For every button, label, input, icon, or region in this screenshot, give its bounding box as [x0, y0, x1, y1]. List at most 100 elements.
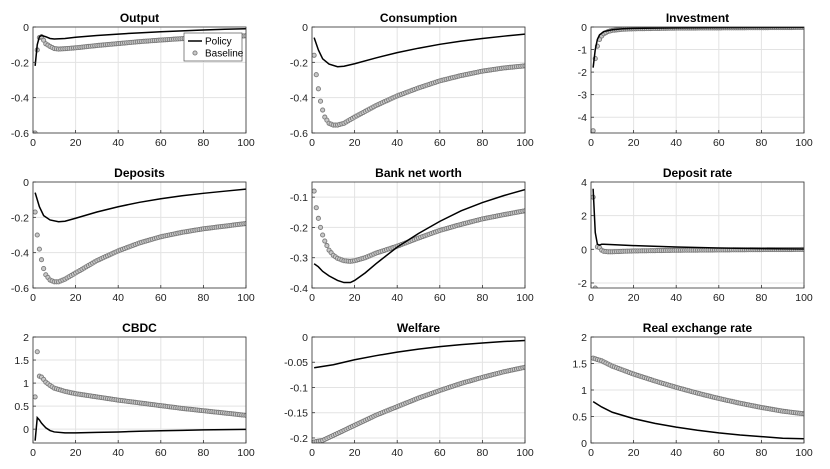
series-baseline [312, 188, 525, 264]
panel-title: Deposits [114, 166, 165, 180]
y-tick-label: 0 [23, 424, 29, 436]
x-tick-label: 40 [112, 137, 124, 149]
y-tick-label: -1 [578, 45, 587, 57]
panel-real-exchange-rate: 0 20 40 60 80 100 2 1.5 1 0.5 0 Real exchange rate [572, 321, 813, 459]
x-tick-label: 80 [198, 292, 210, 304]
y-tick-label: 0 [581, 22, 587, 34]
y-tick-label: 0 [302, 332, 308, 344]
panel-investment: 0 20 40 60 80 100 0 -1 -2 -3 -4 Investment [578, 11, 813, 149]
x-tick-label: 80 [756, 447, 768, 459]
y-tick-label: -0.4 [290, 283, 308, 295]
x-tick-label: 0 [309, 137, 315, 149]
x-tick-label: 0 [309, 447, 315, 459]
panel-title: Investment [666, 11, 729, 25]
x-tick-label: 0 [30, 137, 36, 149]
x-tick-label: 40 [391, 447, 403, 459]
baseline-point [315, 86, 321, 92]
x-tick-label: 100 [516, 447, 534, 459]
axes-frame [32, 181, 247, 289]
series-baseline [33, 209, 246, 285]
baseline-point [591, 128, 596, 133]
panel-output: 0 20 40 60 80 100 0 -0.2 -0.4 -0.6 Output PolicyBas… [11, 11, 255, 149]
x-tick-label: 80 [198, 137, 210, 149]
y-tick-label: -0.6 [11, 283, 29, 295]
y-tick-label: -0.2 [290, 57, 308, 69]
y-tick-label: -0.3 [290, 253, 308, 265]
x-tick-label: 0 [30, 447, 36, 459]
y-tick-label: -3 [578, 90, 587, 102]
baseline-point [34, 349, 40, 355]
y-tick-label: -0.2 [11, 57, 29, 69]
baseline-point [317, 98, 324, 104]
axes-frame [590, 26, 805, 134]
baseline-point [317, 224, 324, 230]
plot-area [591, 27, 804, 133]
y-tick-label: -2 [578, 278, 587, 290]
series-baseline [312, 364, 525, 443]
series-policy-line [592, 188, 804, 250]
y-tick-label: -0.1 [290, 382, 308, 394]
baseline-point [522, 63, 525, 69]
baseline-point [313, 205, 319, 211]
series-policy-line [314, 339, 525, 369]
x-tick-label: 20 [349, 292, 361, 304]
x-tick-label: 100 [516, 137, 534, 149]
y-tick-label: 0 [23, 177, 29, 189]
series-policy-line [313, 188, 525, 284]
baseline-point [324, 243, 330, 249]
y-tick-label: -0.4 [11, 248, 29, 260]
panel-title: Welfare [397, 321, 440, 335]
axes-frame [32, 26, 247, 134]
x-tick-label: 60 [155, 447, 167, 459]
x-tick-label: 40 [112, 447, 124, 459]
x-tick-label: 0 [588, 137, 594, 149]
x-tick-label: 0 [588, 292, 594, 304]
plot-area [591, 182, 804, 288]
panel-title: CBDC [122, 321, 157, 335]
x-tick-label: 0 [30, 292, 36, 304]
baseline-point [312, 52, 317, 58]
x-tick-label: 20 [349, 447, 361, 459]
y-tick-label: 0 [302, 22, 308, 34]
x-tick-label: 20 [628, 137, 640, 149]
x-tick-label: 40 [670, 137, 682, 149]
y-tick-label: 2 [581, 211, 587, 223]
baseline-point [33, 209, 38, 215]
legend-policy-label: Policy [205, 37, 232, 48]
panel-deposits: 0 20 40 60 80 100 0 -0.2 -0.4 -0.6 Deposits [11, 166, 255, 304]
x-tick-label: 60 [434, 137, 446, 149]
x-tick-label: 80 [477, 447, 489, 459]
y-tick-label: 0 [581, 244, 587, 256]
x-tick-label: 80 [477, 292, 489, 304]
y-tick-label: 0 [581, 438, 587, 450]
series-policy-line [592, 401, 804, 440]
axes-frame [590, 181, 805, 289]
x-tick-label: 0 [588, 447, 594, 459]
x-tick-label: 20 [349, 137, 361, 149]
x-tick-label: 100 [795, 292, 813, 304]
axes-frame [311, 181, 526, 289]
x-tick-label: 40 [391, 137, 403, 149]
x-tick-label: 100 [237, 447, 255, 459]
x-tick-label: 100 [237, 292, 255, 304]
y-tick-label: -0.6 [11, 128, 29, 140]
x-tick-label: 60 [713, 447, 725, 459]
y-tick-label: -0.4 [11, 93, 29, 105]
plot-area [33, 182, 246, 288]
x-tick-label: 20 [70, 292, 82, 304]
panel-cbdc: 0 20 40 60 80 100 2 1.5 1 0.5 0 CBDC [14, 321, 255, 459]
axes-frame [311, 26, 526, 134]
panel-title: Deposit rate [663, 166, 733, 180]
y-tick-label: 1.5 [572, 359, 587, 371]
legend-baseline-swatch [192, 50, 198, 56]
baseline-point [33, 394, 38, 400]
series-policy-line [313, 33, 525, 68]
y-tick-label: -0.1 [290, 192, 308, 204]
x-tick-label: 80 [756, 292, 768, 304]
y-tick-label: 0 [23, 22, 29, 34]
y-tick-label: -0.15 [284, 408, 308, 420]
x-tick-label: 60 [713, 292, 725, 304]
panel-bank-net-worth: 0 20 40 60 80 100 -0.1 -0.2 -0.3 -0.4 Bank net wor… [290, 166, 534, 304]
baseline-point [320, 232, 326, 238]
y-tick-label: -0.2 [11, 212, 29, 224]
